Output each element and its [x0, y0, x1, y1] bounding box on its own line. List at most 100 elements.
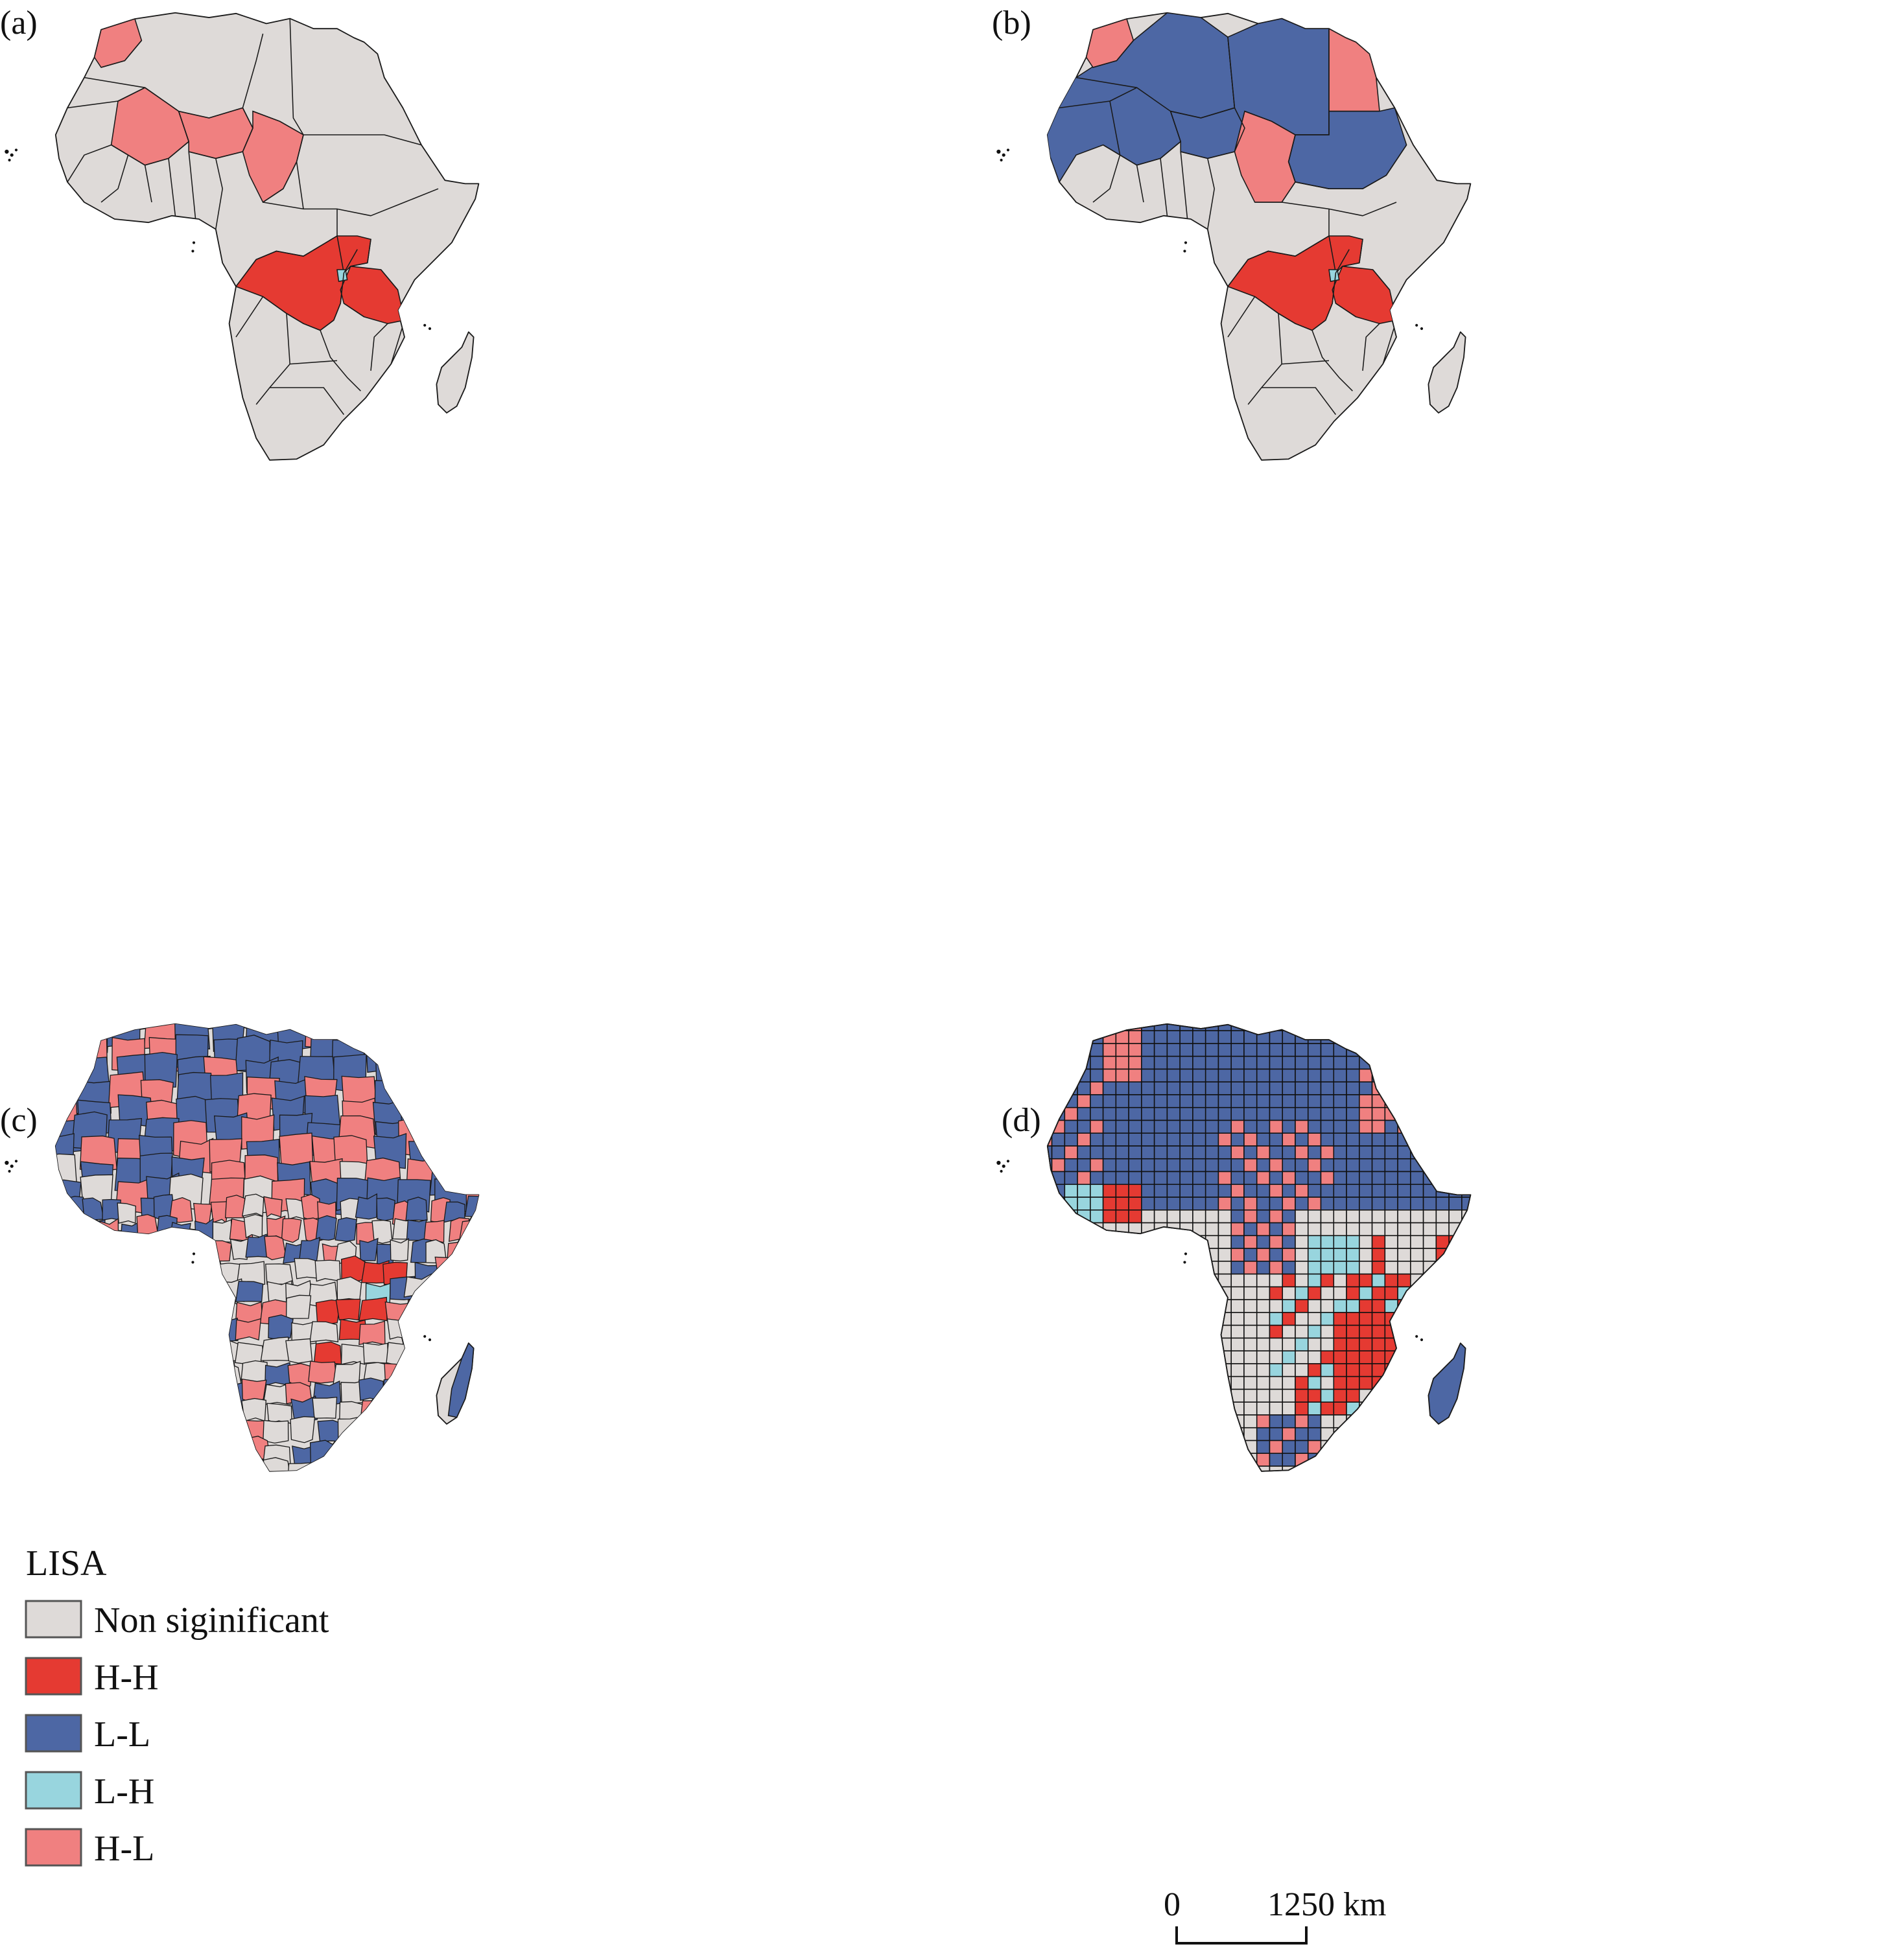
grid-cell	[1371, 1235, 1386, 1249]
grid-cell	[1047, 1363, 1053, 1377]
grid-cell	[1217, 1132, 1232, 1147]
grid-cell	[1102, 1235, 1117, 1249]
grid-cell	[1217, 1440, 1232, 1454]
grid-cell	[1217, 1081, 1232, 1095]
grid-cell	[1153, 1273, 1168, 1288]
grid-cell	[1475, 1261, 1488, 1274]
grid-cell	[1435, 1132, 1450, 1147]
grid-cell	[1217, 1171, 1232, 1186]
legend-swatch-hh	[25, 1657, 82, 1696]
grid-cell	[1243, 1158, 1258, 1173]
grid-cell	[1422, 1132, 1437, 1147]
grid-cell	[1166, 1453, 1181, 1467]
legend: LISA Non siginificant H-H L-L L-H H-L	[25, 1543, 329, 1869]
grid-cell	[1192, 1197, 1206, 1211]
grid-cell	[1153, 1261, 1168, 1275]
admin-region	[482, 1217, 506, 1240]
grid-cell	[1410, 1023, 1424, 1031]
grid-cell	[1435, 1261, 1450, 1275]
grid-cell	[1115, 1197, 1129, 1211]
grid-cell	[1090, 1286, 1104, 1300]
admin-region	[165, 1400, 191, 1423]
grid-cell	[1448, 1030, 1463, 1044]
grid-cell	[1448, 1119, 1463, 1134]
grid-cell	[1475, 1146, 1488, 1159]
grid-cell	[1115, 1222, 1129, 1237]
grid-cell	[1422, 1119, 1437, 1134]
grid-cell	[1051, 1158, 1066, 1173]
grid-cell	[1256, 1350, 1271, 1364]
grid-cell	[1475, 1069, 1488, 1082]
admin-region	[365, 1036, 399, 1073]
grid-cell	[1295, 1081, 1309, 1095]
admin-region	[461, 1054, 479, 1093]
grid-cell	[1371, 1286, 1386, 1300]
grid-cell	[1397, 1401, 1411, 1416]
admin-region	[405, 1341, 434, 1366]
grid-cell	[1230, 1312, 1245, 1326]
grid-cell	[1128, 1337, 1142, 1351]
grid-cell	[1422, 1324, 1437, 1339]
grid-cell	[1397, 1106, 1411, 1121]
grid-cell	[1102, 1414, 1117, 1429]
grid-cell	[1307, 1209, 1322, 1224]
grid-cell	[1077, 1081, 1091, 1095]
grid-cell	[1422, 1273, 1437, 1288]
grid-cell	[1475, 1415, 1488, 1428]
admin-region	[460, 1154, 479, 1189]
grid-cell	[1090, 1350, 1104, 1364]
grid-cell	[1064, 1466, 1078, 1471]
grid-cell	[1384, 1209, 1398, 1224]
grid-cell	[1359, 1132, 1373, 1147]
grid-cell	[1461, 1235, 1471, 1249]
grid-cell	[1371, 1132, 1386, 1147]
grid-cell	[1269, 1273, 1284, 1288]
grid-cell	[1422, 1043, 1437, 1057]
grid-cell	[1333, 1286, 1347, 1300]
grid-cell	[1047, 1248, 1053, 1262]
admin-region	[336, 1276, 362, 1301]
admin-region	[358, 1296, 388, 1322]
admin-region	[432, 1337, 462, 1359]
grid-cell	[1333, 1466, 1347, 1471]
grid-cell	[1102, 1388, 1117, 1403]
grid-cell	[1051, 1094, 1066, 1108]
grid-cell	[1371, 1466, 1386, 1471]
grid-cell	[1205, 1375, 1219, 1390]
grid-cell	[1269, 1023, 1284, 1031]
grid-cell	[1256, 1299, 1271, 1313]
admin-region	[55, 1023, 80, 1054]
islands	[996, 148, 1424, 331]
grid-cell	[1269, 1030, 1284, 1044]
grid-cell	[1282, 1184, 1296, 1198]
grid-cell	[1282, 1094, 1296, 1108]
grid-cell	[1090, 1068, 1104, 1082]
grid-cell	[1141, 1184, 1155, 1198]
grid-cell	[1422, 1312, 1437, 1326]
grid-cell	[1047, 1043, 1053, 1057]
grid-cell	[1192, 1375, 1206, 1390]
grid-cell	[1217, 1068, 1232, 1082]
grid-cell	[1461, 1299, 1471, 1313]
grid-cell	[1475, 1133, 1488, 1146]
grid-cell	[1282, 1106, 1296, 1121]
grid-cell	[1115, 1068, 1129, 1082]
grid-cell	[1153, 1055, 1168, 1070]
grid-cell	[1371, 1248, 1386, 1262]
grid-cell	[1448, 1453, 1463, 1467]
grid-cell	[1475, 1338, 1488, 1351]
grid-cell	[1295, 1375, 1309, 1390]
grid-cell	[1166, 1273, 1181, 1288]
grid-cell	[1243, 1209, 1258, 1224]
grid-cell	[1256, 1466, 1271, 1471]
admin-region	[390, 1238, 410, 1262]
grid-cell	[1102, 1209, 1117, 1224]
grid-cell	[1090, 1312, 1104, 1326]
grid-cell	[1128, 1350, 1142, 1364]
grid-cell	[1115, 1106, 1129, 1121]
grid-cell	[1205, 1363, 1219, 1377]
grid-cell	[1166, 1145, 1181, 1160]
grid-cell	[1435, 1453, 1450, 1467]
admin-region	[456, 1322, 479, 1347]
grid-cell	[1256, 1055, 1271, 1070]
